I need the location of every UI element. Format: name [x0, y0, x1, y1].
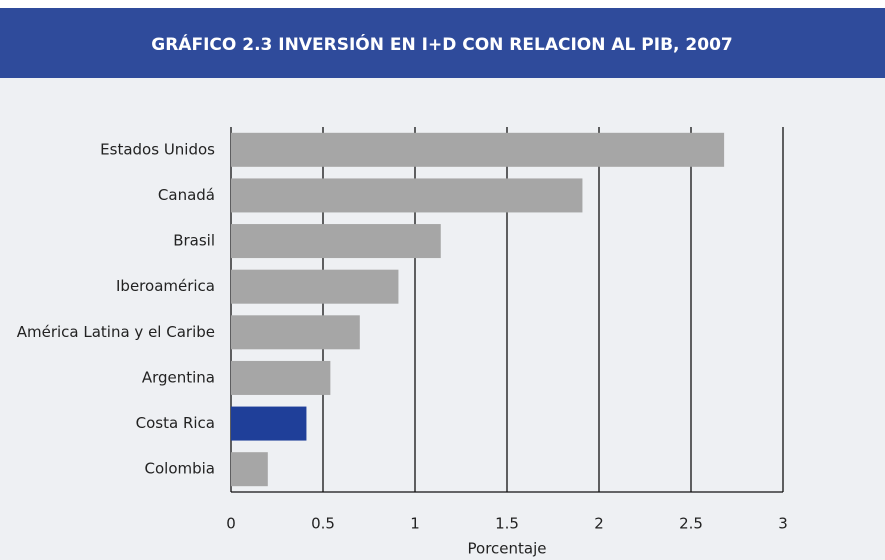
title-band: [0, 8, 885, 78]
bar: [231, 406, 307, 441]
bar: [231, 315, 360, 350]
y-tick-label: Canadá: [158, 186, 215, 204]
bar: [231, 178, 583, 213]
chart-title: GRÁFICO 2.3 INVERSIÓN EN I+D CON RELACIO…: [151, 33, 732, 55]
y-tick-label: Estados Unidos: [100, 140, 215, 158]
y-tick-label: Colombia: [145, 460, 216, 478]
x-tick-label: 2.5: [679, 515, 703, 533]
x-tick-label: 2: [594, 515, 604, 533]
panel-background: [0, 8, 885, 560]
bar: [231, 132, 725, 167]
x-tick-label: 3: [778, 515, 788, 533]
y-tick-label: Argentina: [142, 368, 215, 386]
bar: [231, 452, 268, 487]
bar: [231, 360, 331, 395]
y-tick-label: América Latina y el Caribe: [17, 323, 215, 341]
y-tick-label: Brasil: [173, 232, 215, 250]
x-tick-label: 1: [410, 515, 420, 533]
x-tick-label: 1.5: [495, 515, 519, 533]
x-tick-label: 0: [226, 515, 236, 533]
x-tick-label: 0.5: [311, 515, 335, 533]
x-axis-label: Porcentaje: [468, 540, 547, 558]
y-tick-label: Iberoamérica: [116, 277, 215, 295]
bar: [231, 269, 399, 304]
y-tick-label: Costa Rica: [136, 414, 215, 432]
bar: [231, 224, 441, 259]
